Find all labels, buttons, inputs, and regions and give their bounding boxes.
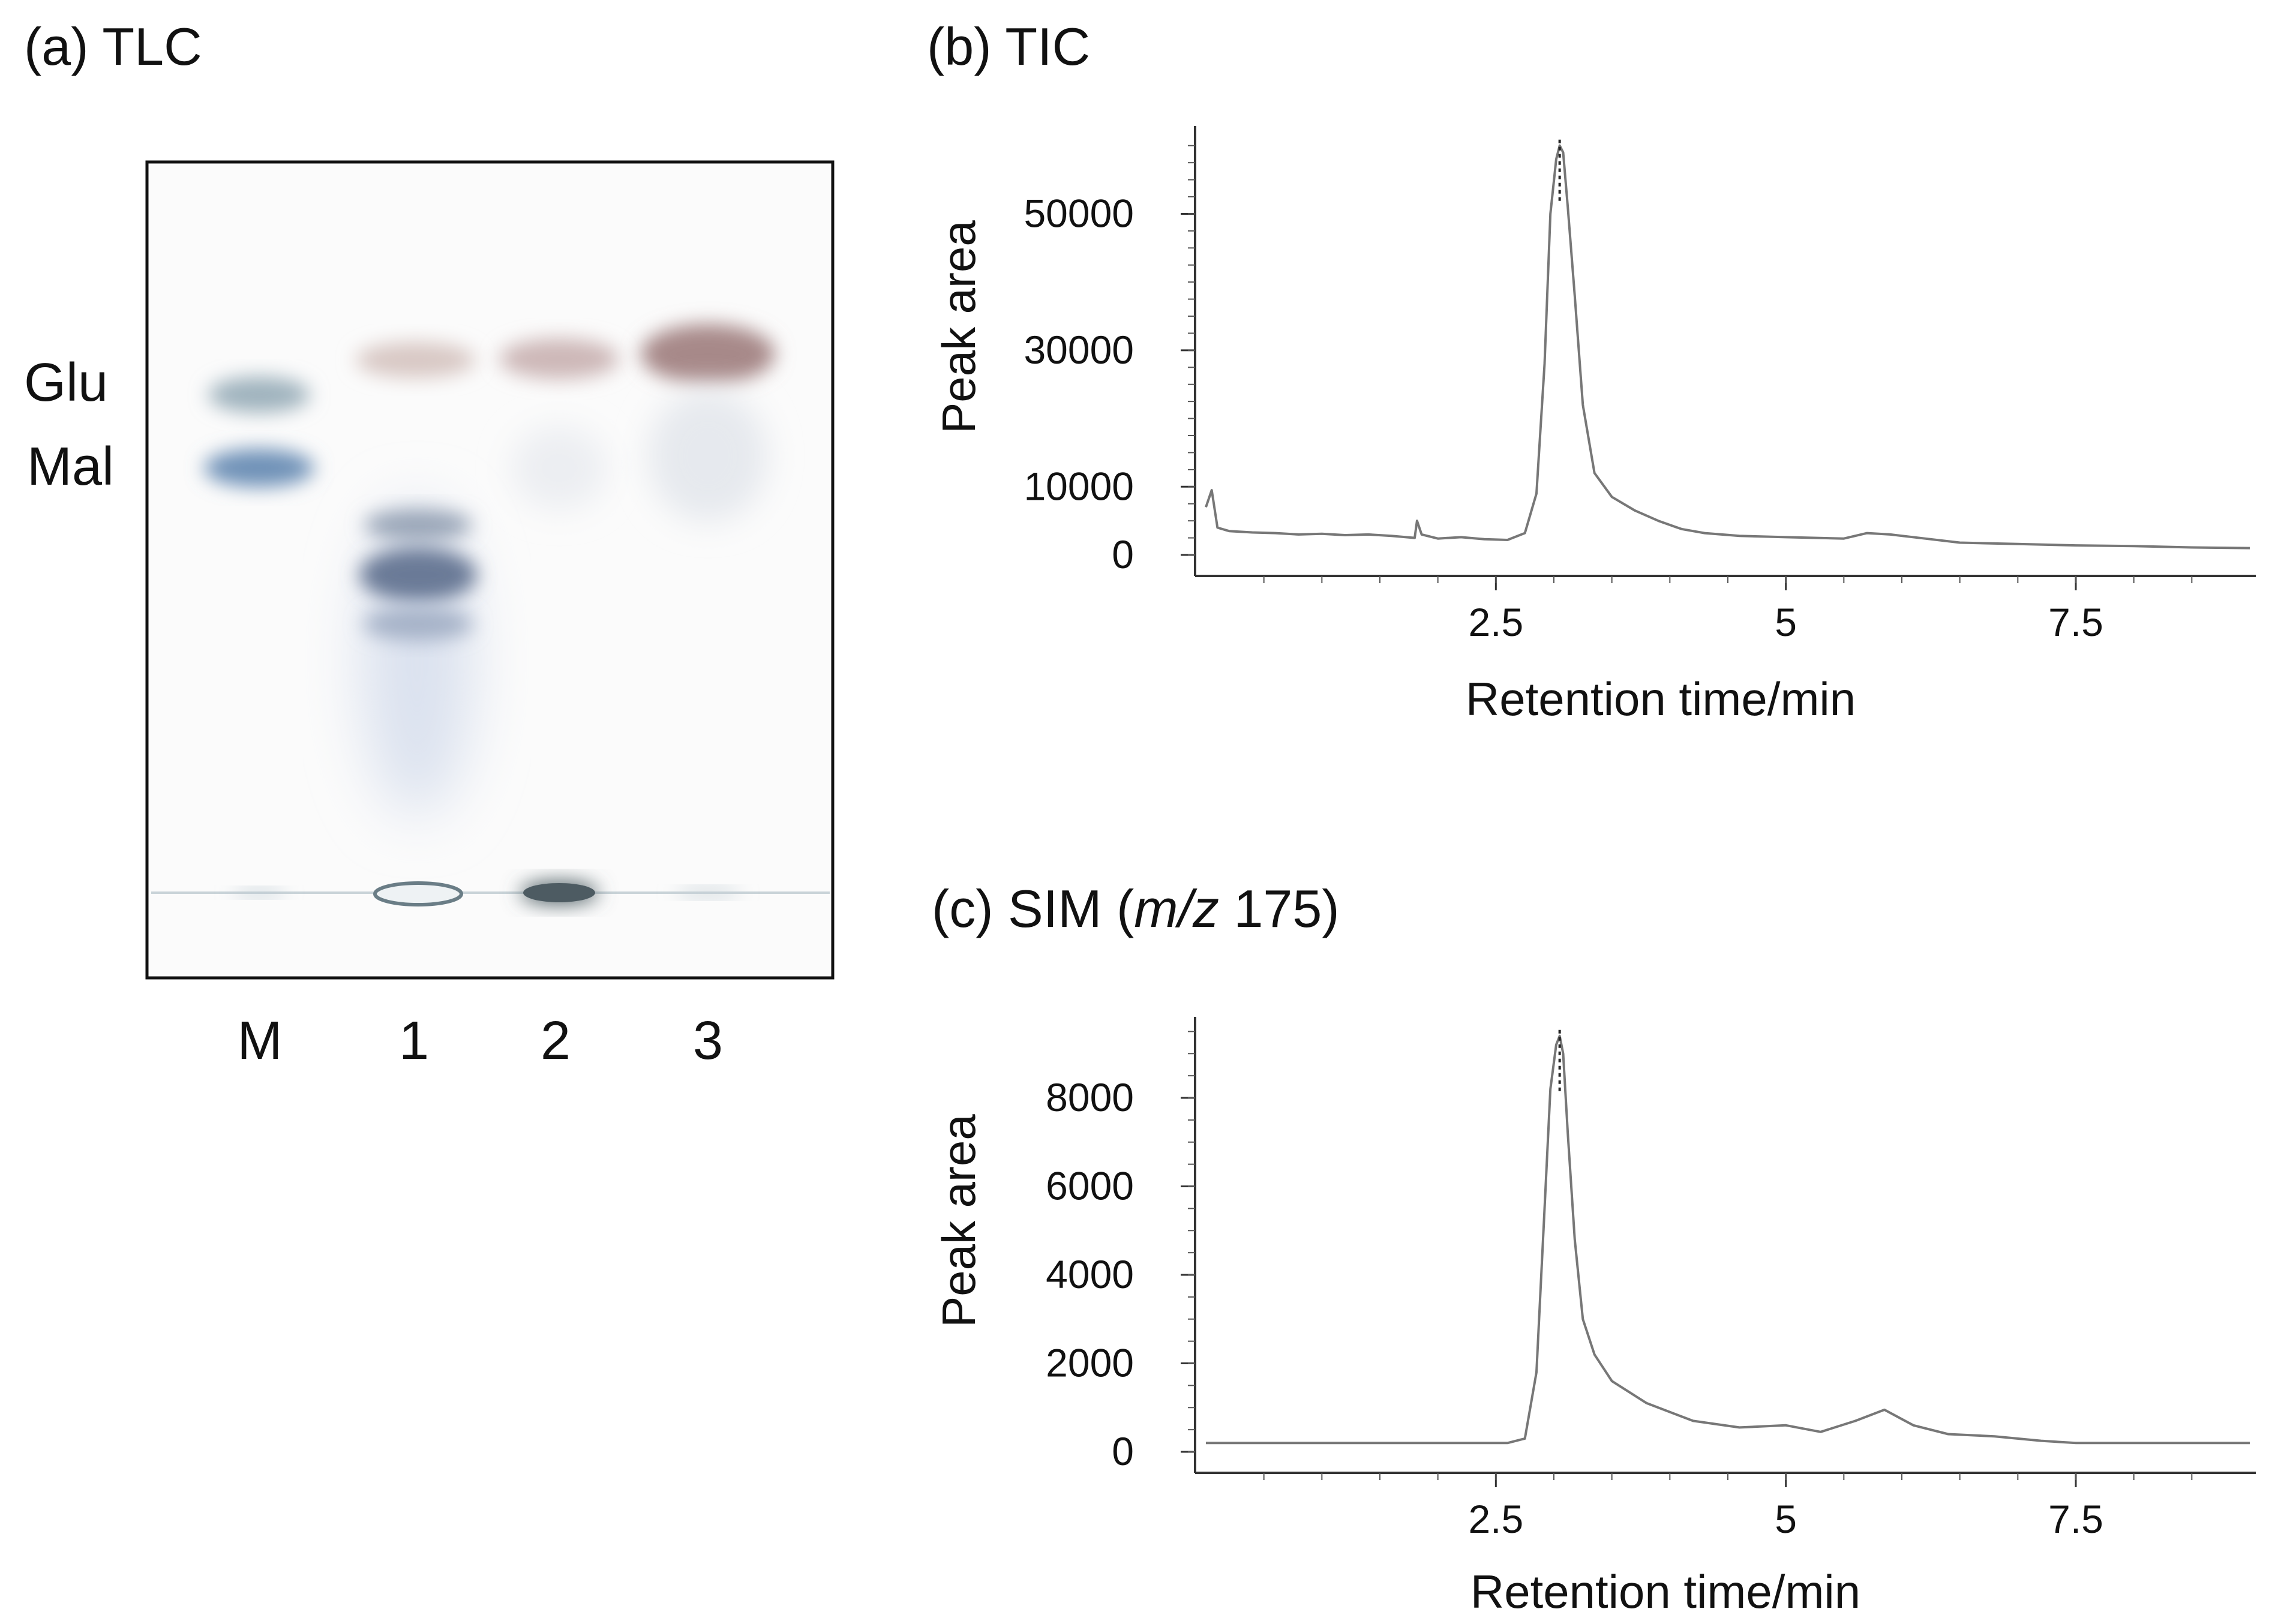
tlc-spot-lane1-top — [356, 342, 476, 378]
tic-y-axis-label: Peak area — [932, 220, 985, 434]
sim-title-italic: m/z — [1134, 879, 1219, 938]
tlc-marker-glu-label: Glu — [24, 353, 108, 413]
tic-x-tick-label: 5 — [1775, 600, 1797, 644]
sim-y-tick-label: 0 — [1112, 1429, 1134, 1473]
tlc-lane-1-spots — [356, 342, 477, 906]
tlc-plate-border — [145, 160, 835, 980]
sim-title: (c) SIM (m/z 175) — [932, 879, 1340, 938]
tlc-smear-lane3 — [648, 390, 768, 522]
tlc-lane-2-spots — [499, 338, 619, 905]
sim-y-tick-label: 2000 — [1046, 1341, 1134, 1385]
tlc-spot-origin-1 — [373, 881, 463, 906]
tic-x-axis-label: Retention time/min — [1466, 673, 1856, 725]
tic-y-tick-label: 0 — [1112, 532, 1134, 577]
tlc-lane-m-spots — [204, 377, 314, 896]
sim-y-tick-label: 6000 — [1046, 1164, 1134, 1208]
tlc-plate — [145, 160, 835, 980]
tlc-lane-label-1: 1 — [399, 1011, 429, 1071]
tlc-spot-mal — [204, 449, 314, 487]
sim-x-tick-label: 7.5 — [2048, 1497, 2103, 1541]
sim-y-axis-label: Peak area — [932, 1114, 985, 1328]
tlc-spot-origin-m — [232, 889, 286, 896]
sim-x-tick-label: 5 — [1775, 1497, 1797, 1541]
tlc-panel: (a) TLC — [24, 17, 835, 1071]
tlc-marker-mal-label: Mal — [27, 437, 114, 497]
tlc-spot-glu — [208, 377, 310, 413]
tlc-spot-origin-2-core — [523, 883, 595, 902]
sim-x-axis-label: Retention time/min — [1470, 1565, 1860, 1618]
tic-title: (b) TIC — [927, 17, 1090, 76]
tlc-spot-lane1-a — [364, 509, 472, 541]
tlc-lane-3-spots — [641, 324, 775, 897]
sim-trace — [1206, 1034, 2250, 1445]
tlc-lane-label-2: 2 — [541, 1011, 571, 1071]
tlc-panel-title: (a) TLC — [24, 17, 202, 76]
tlc-spot-origin-3 — [675, 888, 741, 897]
tlc-spot-lane1-c — [363, 607, 473, 641]
tic-x-tick-label: 7.5 — [2048, 600, 2103, 644]
tic-ticks: 0 10000 30000 50000 2.5 5 7.5 — [1024, 145, 2193, 644]
tic-trace — [1205, 144, 2250, 550]
tic-y-tick-label: 50000 — [1024, 191, 1134, 235]
tlc-smear-lane2 — [511, 426, 607, 510]
tic-y-tick-label: 10000 — [1024, 464, 1134, 508]
tic-x-tick-label: 2.5 — [1468, 600, 1523, 644]
sim-x-tick-label: 2.5 — [1468, 1497, 1523, 1541]
sim-y-tick-label: 8000 — [1046, 1075, 1134, 1119]
sim-title-suffix: 175) — [1219, 879, 1340, 938]
tic-chart: (b) TIC 0 10000 30000 50000 2.5 5 7.5 Retentio… — [927, 17, 2256, 725]
tlc-spot-lane1-b — [359, 548, 477, 602]
sim-chart: (c) SIM (m/z 175) 0 2000 4000 6000 8000 2.5 5 7… — [932, 879, 2256, 1618]
tlc-spot-lane3-top — [641, 324, 775, 384]
tlc-lane-label-m: M — [238, 1011, 283, 1071]
tic-y-tick-label: 30000 — [1024, 328, 1134, 372]
sim-title-prefix: (c) SIM ( — [932, 879, 1134, 938]
sim-y-tick-label: 4000 — [1046, 1252, 1134, 1296]
sim-ticks: 0 2000 4000 6000 8000 2.5 5 7.5 — [1046, 1031, 2193, 1541]
tlc-lane-label-3: 3 — [693, 1011, 723, 1071]
tlc-spot-lane2-top — [499, 338, 619, 379]
